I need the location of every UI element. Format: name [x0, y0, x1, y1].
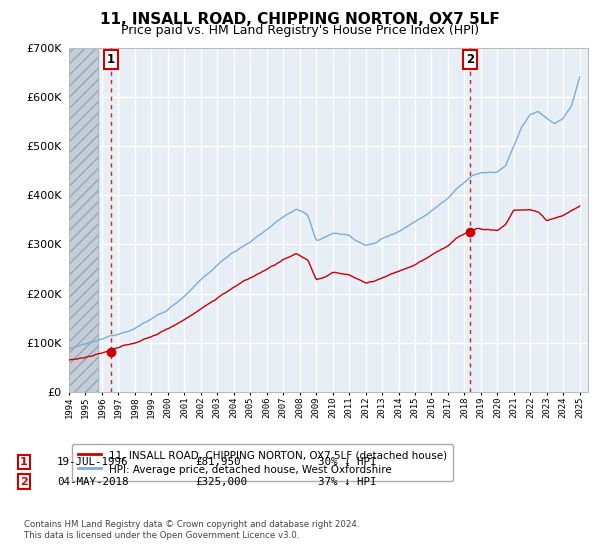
Legend: 11, INSALL ROAD, CHIPPING NORTON, OX7 5LF (detached house), HPI: Average price, : 11, INSALL ROAD, CHIPPING NORTON, OX7 5L…: [71, 444, 454, 481]
Text: 04-MAY-2018: 04-MAY-2018: [57, 477, 128, 487]
Bar: [69, 48, 98, 392]
Text: 1: 1: [20, 457, 28, 467]
Text: 30% ↓ HPI: 30% ↓ HPI: [318, 457, 377, 467]
Text: 2: 2: [466, 53, 474, 66]
Text: 19-JUL-1996: 19-JUL-1996: [57, 457, 128, 467]
Text: 37% ↓ HPI: 37% ↓ HPI: [318, 477, 377, 487]
Text: Price paid vs. HM Land Registry's House Price Index (HPI): Price paid vs. HM Land Registry's House …: [121, 24, 479, 36]
Text: Contains HM Land Registry data © Crown copyright and database right 2024.
This d: Contains HM Land Registry data © Crown c…: [24, 520, 359, 540]
Text: £81,950: £81,950: [195, 457, 241, 467]
Text: 11, INSALL ROAD, CHIPPING NORTON, OX7 5LF: 11, INSALL ROAD, CHIPPING NORTON, OX7 5L…: [100, 12, 500, 27]
Text: £325,000: £325,000: [195, 477, 247, 487]
Bar: [69, 48, 98, 392]
Text: 2: 2: [20, 477, 28, 487]
Text: 1: 1: [107, 53, 115, 66]
